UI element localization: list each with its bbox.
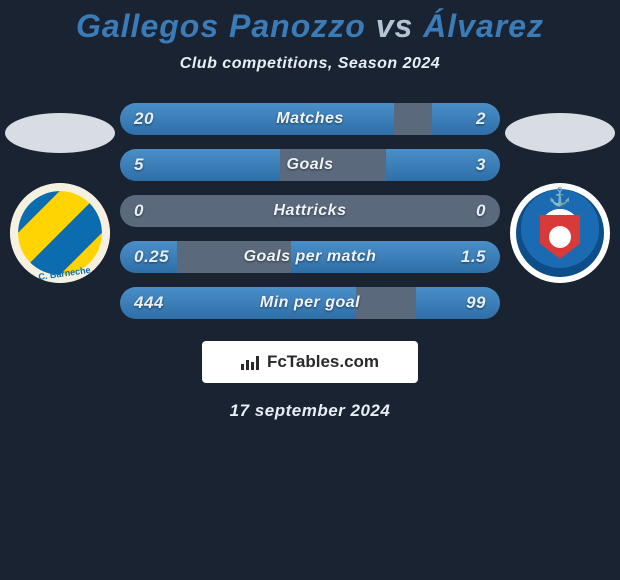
stat-left-value: 0 [120, 201, 200, 221]
player1-club-logo: A.C. Barneche [10, 183, 110, 283]
comparison-card: Gallegos Panozzo vs Álvarez Club competi… [0, 0, 620, 421]
stat-left-value: 444 [120, 293, 200, 313]
stat-row-matches: 20 Matches 2 [120, 103, 500, 135]
player1-avatar-placeholder [5, 113, 115, 153]
brand-text: FcTables.com [267, 352, 379, 372]
left-side: A.C. Barneche [0, 103, 120, 283]
stat-left-value: 5 [120, 155, 200, 175]
stat-left-value: 0.25 [120, 247, 200, 267]
stat-label: Hattricks [200, 202, 420, 220]
stat-right-value: 3 [420, 155, 500, 175]
player2-name: Álvarez [423, 8, 544, 44]
stat-row-hattricks: 0 Hattricks 0 [120, 195, 500, 227]
stat-right-value: 1.5 [420, 247, 500, 267]
vs-label: vs [376, 8, 414, 44]
stat-right-value: 99 [420, 293, 500, 313]
main-row: A.C. Barneche 20 Matches 2 5 Goals 3 [0, 103, 620, 319]
stat-label: Matches [200, 110, 420, 128]
stat-label: Goals per match [200, 248, 420, 266]
stat-label: Min per goal [200, 294, 420, 312]
player2-club-logo: ⚓ [510, 183, 610, 283]
player2-avatar-placeholder [505, 113, 615, 153]
stat-row-goals-per-match: 0.25 Goals per match 1.5 [120, 241, 500, 273]
brand-box[interactable]: FcTables.com [202, 341, 418, 383]
stats-column: 20 Matches 2 5 Goals 3 0 Hattricks 0 [120, 103, 500, 319]
right-side: ⚓ [500, 103, 620, 283]
bar-chart-icon [241, 354, 261, 370]
stat-right-value: 0 [420, 201, 500, 221]
page-title: Gallegos Panozzo vs Álvarez [0, 8, 620, 45]
stat-label: Goals [200, 156, 420, 174]
stat-row-min-per-goal: 444 Min per goal 99 [120, 287, 500, 319]
subtitle: Club competitions, Season 2024 [0, 55, 620, 73]
date: 17 september 2024 [0, 401, 620, 421]
stat-row-goals: 5 Goals 3 [120, 149, 500, 181]
stat-left-value: 20 [120, 109, 200, 129]
player1-name: Gallegos Panozzo [76, 8, 366, 44]
stat-right-value: 2 [420, 109, 500, 129]
